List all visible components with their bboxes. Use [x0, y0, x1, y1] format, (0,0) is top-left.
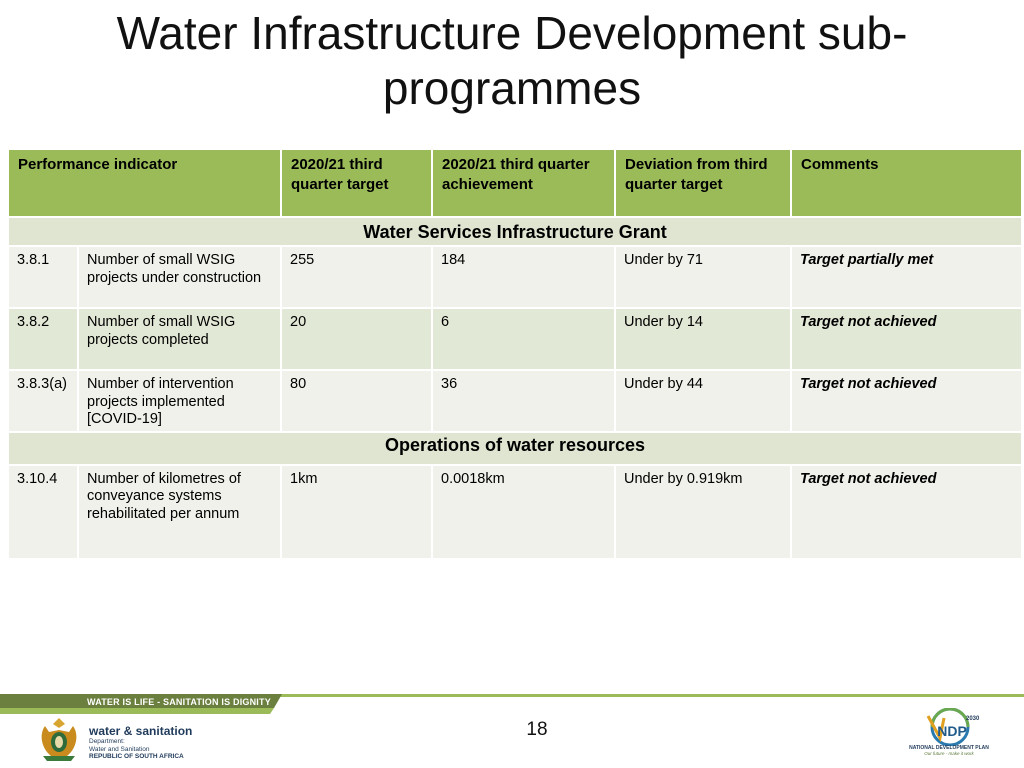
ndp-year: 2030: [966, 716, 980, 722]
achievement-value: 0.0018km: [431, 463, 616, 560]
target-value: 1km: [280, 463, 433, 560]
table-row: 3.8.1 Number of small WSIG projects unde…: [7, 245, 1023, 309]
comment-text: Target not achieved: [790, 463, 1023, 560]
department-name: water & sanitation: [89, 724, 193, 738]
achievement-value: 36: [431, 369, 616, 433]
footer-tagline: WATER IS LIFE - SANITATION IS DIGNITY: [87, 697, 271, 707]
header-quarter-target: 2020/21 third quarter target: [280, 148, 433, 218]
indicator-description: Number of small WSIG projects under cons…: [77, 245, 282, 309]
indicator-description: Number of intervention projects implemen…: [77, 369, 282, 433]
ndp-tagline: Our future - make it work: [924, 751, 974, 756]
achievement-value: 6: [431, 307, 616, 371]
table-row: 3.10.4 Number of kilometres of conveyanc…: [7, 463, 1023, 560]
ndp-text: NDP: [937, 723, 967, 739]
indicator-id: 3.10.4: [7, 463, 79, 560]
table-header-row: Performance indicator 2020/21 third quar…: [7, 148, 1023, 218]
indicator-id: 3.8.1: [7, 245, 79, 309]
header-quarter-achievement: 2020/21 third quarter achievement: [431, 148, 616, 218]
deviation-value: Under by 44: [614, 369, 792, 433]
performance-table: Performance indicator 2020/21 third quar…: [7, 148, 1023, 560]
achievement-value: 184: [431, 245, 616, 309]
target-value: 20: [280, 307, 433, 371]
target-value: 255: [280, 245, 433, 309]
department-logo: water & sanitation Department: Water and…: [89, 724, 192, 761]
indicator-id: 3.8.3(a): [7, 369, 79, 433]
deviation-value: Under by 14: [614, 307, 792, 371]
comment-text: Target not achieved: [790, 369, 1023, 433]
deviation-value: Under by 71: [614, 245, 792, 309]
department-line: REPUBLIC OF SOUTH AFRICA: [89, 753, 184, 760]
department-line: Department:: [89, 738, 125, 745]
target-value: 80: [280, 369, 433, 433]
comment-text: Target partially met: [790, 245, 1023, 309]
table-row: 3.8.2 Number of small WSIG projects comp…: [7, 307, 1023, 371]
section-title: Water Services Infrastructure Grant: [7, 216, 1023, 247]
section-title: Operations of water resources: [7, 430, 1023, 466]
footer-band: [0, 694, 1024, 714]
header-performance-indicator: Performance indicator: [7, 148, 282, 218]
deviation-value: Under by 0.919km: [614, 463, 792, 560]
comment-text: Target not achieved: [790, 307, 1023, 371]
header-comments: Comments: [790, 148, 1023, 218]
section-header-row: Operations of water resources: [7, 430, 1023, 466]
table-row: 3.8.3(a) Number of intervention projects…: [7, 369, 1023, 433]
page-number: 18: [526, 719, 548, 740]
ndp-label: NATIONAL DEVELOPMENT PLAN: [909, 745, 989, 751]
indicator-id: 3.8.2: [7, 307, 79, 371]
department-line: Water and Sanitation: [89, 745, 150, 753]
section-header-row: Water Services Infrastructure Grant: [7, 216, 1023, 247]
indicator-description: Number of small WSIG projects completed: [77, 307, 282, 371]
indicator-description: Number of kilometres of conveyance syste…: [77, 463, 282, 560]
ndp-logo-icon: 2030 NDP: [926, 708, 980, 746]
header-deviation: Deviation from third quarter target: [614, 148, 792, 218]
page-title: Water Infrastructure Development sub-pro…: [116, 7, 908, 114]
coat-of-arms-icon: [41, 718, 77, 761]
